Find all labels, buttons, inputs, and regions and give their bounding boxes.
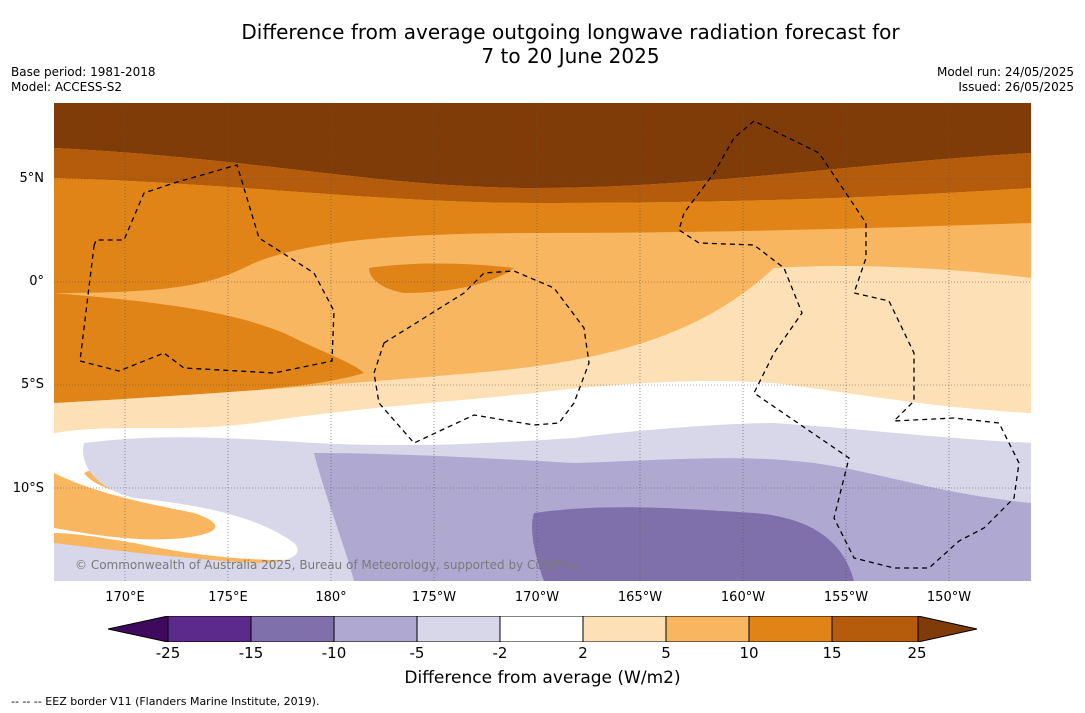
meta-right: Model run: 24/05/2025 Issued: 26/05/2025 xyxy=(937,65,1074,95)
colorbar-swatch-5 xyxy=(499,615,584,643)
lon-label-170w: 170°W xyxy=(514,590,560,605)
chart-title: Difference from average outgoing longwav… xyxy=(0,20,1085,68)
cb-tick-8: 10 xyxy=(739,644,759,662)
colorbar-swatch-1 xyxy=(167,615,252,643)
lon-label-150w: 150°W xyxy=(926,590,972,605)
colorbar-swatch-7 xyxy=(665,615,750,643)
colorbar-extend-high xyxy=(917,615,978,643)
issued-date: Issued: 26/05/2025 xyxy=(958,80,1074,94)
lat-label-10s: 10°S xyxy=(12,481,44,496)
title-line-1: Difference from average outgoing longwav… xyxy=(241,20,900,44)
cb-tick-2: -15 xyxy=(238,644,264,662)
cb-tick-4: -5 xyxy=(409,644,425,662)
lon-label-170e: 170°E xyxy=(105,590,145,605)
colorbar-label: Difference from average (W/m2) xyxy=(404,668,681,688)
colorbar-swatch-3 xyxy=(333,615,418,643)
cb-tick-5: -2 xyxy=(492,644,508,662)
lat-label-5n: 5°N xyxy=(19,171,45,186)
colorbar-swatch-2 xyxy=(250,615,335,643)
lon-label-175e: 175°E xyxy=(208,590,248,605)
band-10-15-north xyxy=(54,178,1031,293)
base-period: Base period: 1981-2018 xyxy=(11,65,156,79)
lat-label-5s: 5°S xyxy=(20,377,44,392)
grid-lines xyxy=(54,103,1031,581)
cb-tick-9: 15 xyxy=(822,644,842,662)
band-10-15-patch xyxy=(369,263,514,293)
colorbar-swatch-9 xyxy=(831,615,919,643)
colorbar-swatch-4 xyxy=(416,615,501,643)
cb-tick-7: 5 xyxy=(661,644,671,662)
meta-left: Base period: 1981-2018 Model: ACCESS-S2 xyxy=(11,65,156,95)
model-run: Model run: 24/05/2025 xyxy=(936,65,1074,79)
band-minus10-minus15 xyxy=(532,507,854,581)
eez-borders xyxy=(79,120,1020,569)
cb-tick-10: 25 xyxy=(907,644,927,662)
band-15-25-north xyxy=(54,148,1031,203)
lat-label-0: 0° xyxy=(29,274,44,289)
map-svg xyxy=(54,103,1031,581)
lon-label-165w: 165°W xyxy=(617,590,663,605)
band-5-10-southwest xyxy=(54,473,216,540)
colorbar-swatch-6 xyxy=(582,615,667,643)
eez-legend: -- -- -- EEZ border V11 (Flanders Marine… xyxy=(11,695,320,708)
colorbar-svg xyxy=(107,615,978,643)
colorbar-swatch-8 xyxy=(748,615,833,643)
colorbar-extend-low xyxy=(107,615,169,643)
band-darkest-north xyxy=(54,103,1031,188)
cb-tick-3: -10 xyxy=(321,644,347,662)
band-10-15-west xyxy=(54,293,364,403)
band-2-5-east xyxy=(54,266,1031,433)
cb-tick-1: -25 xyxy=(155,644,181,662)
model-name: Model: ACCESS-S2 xyxy=(11,80,123,94)
copyright-note: © Commonwealth of Australia 2025, Bureau… xyxy=(75,558,581,572)
lon-label-155w: 155°W xyxy=(823,590,869,605)
anomaly-map xyxy=(54,103,1031,581)
cb-tick-6: 2 xyxy=(578,644,588,662)
colorbar xyxy=(107,615,978,643)
title-line-2: 7 to 20 June 2025 xyxy=(481,44,660,68)
lon-label-175w: 175°W xyxy=(411,590,457,605)
lon-label-160w: 160°W xyxy=(720,590,766,605)
lon-label-180: 180° xyxy=(315,590,347,605)
